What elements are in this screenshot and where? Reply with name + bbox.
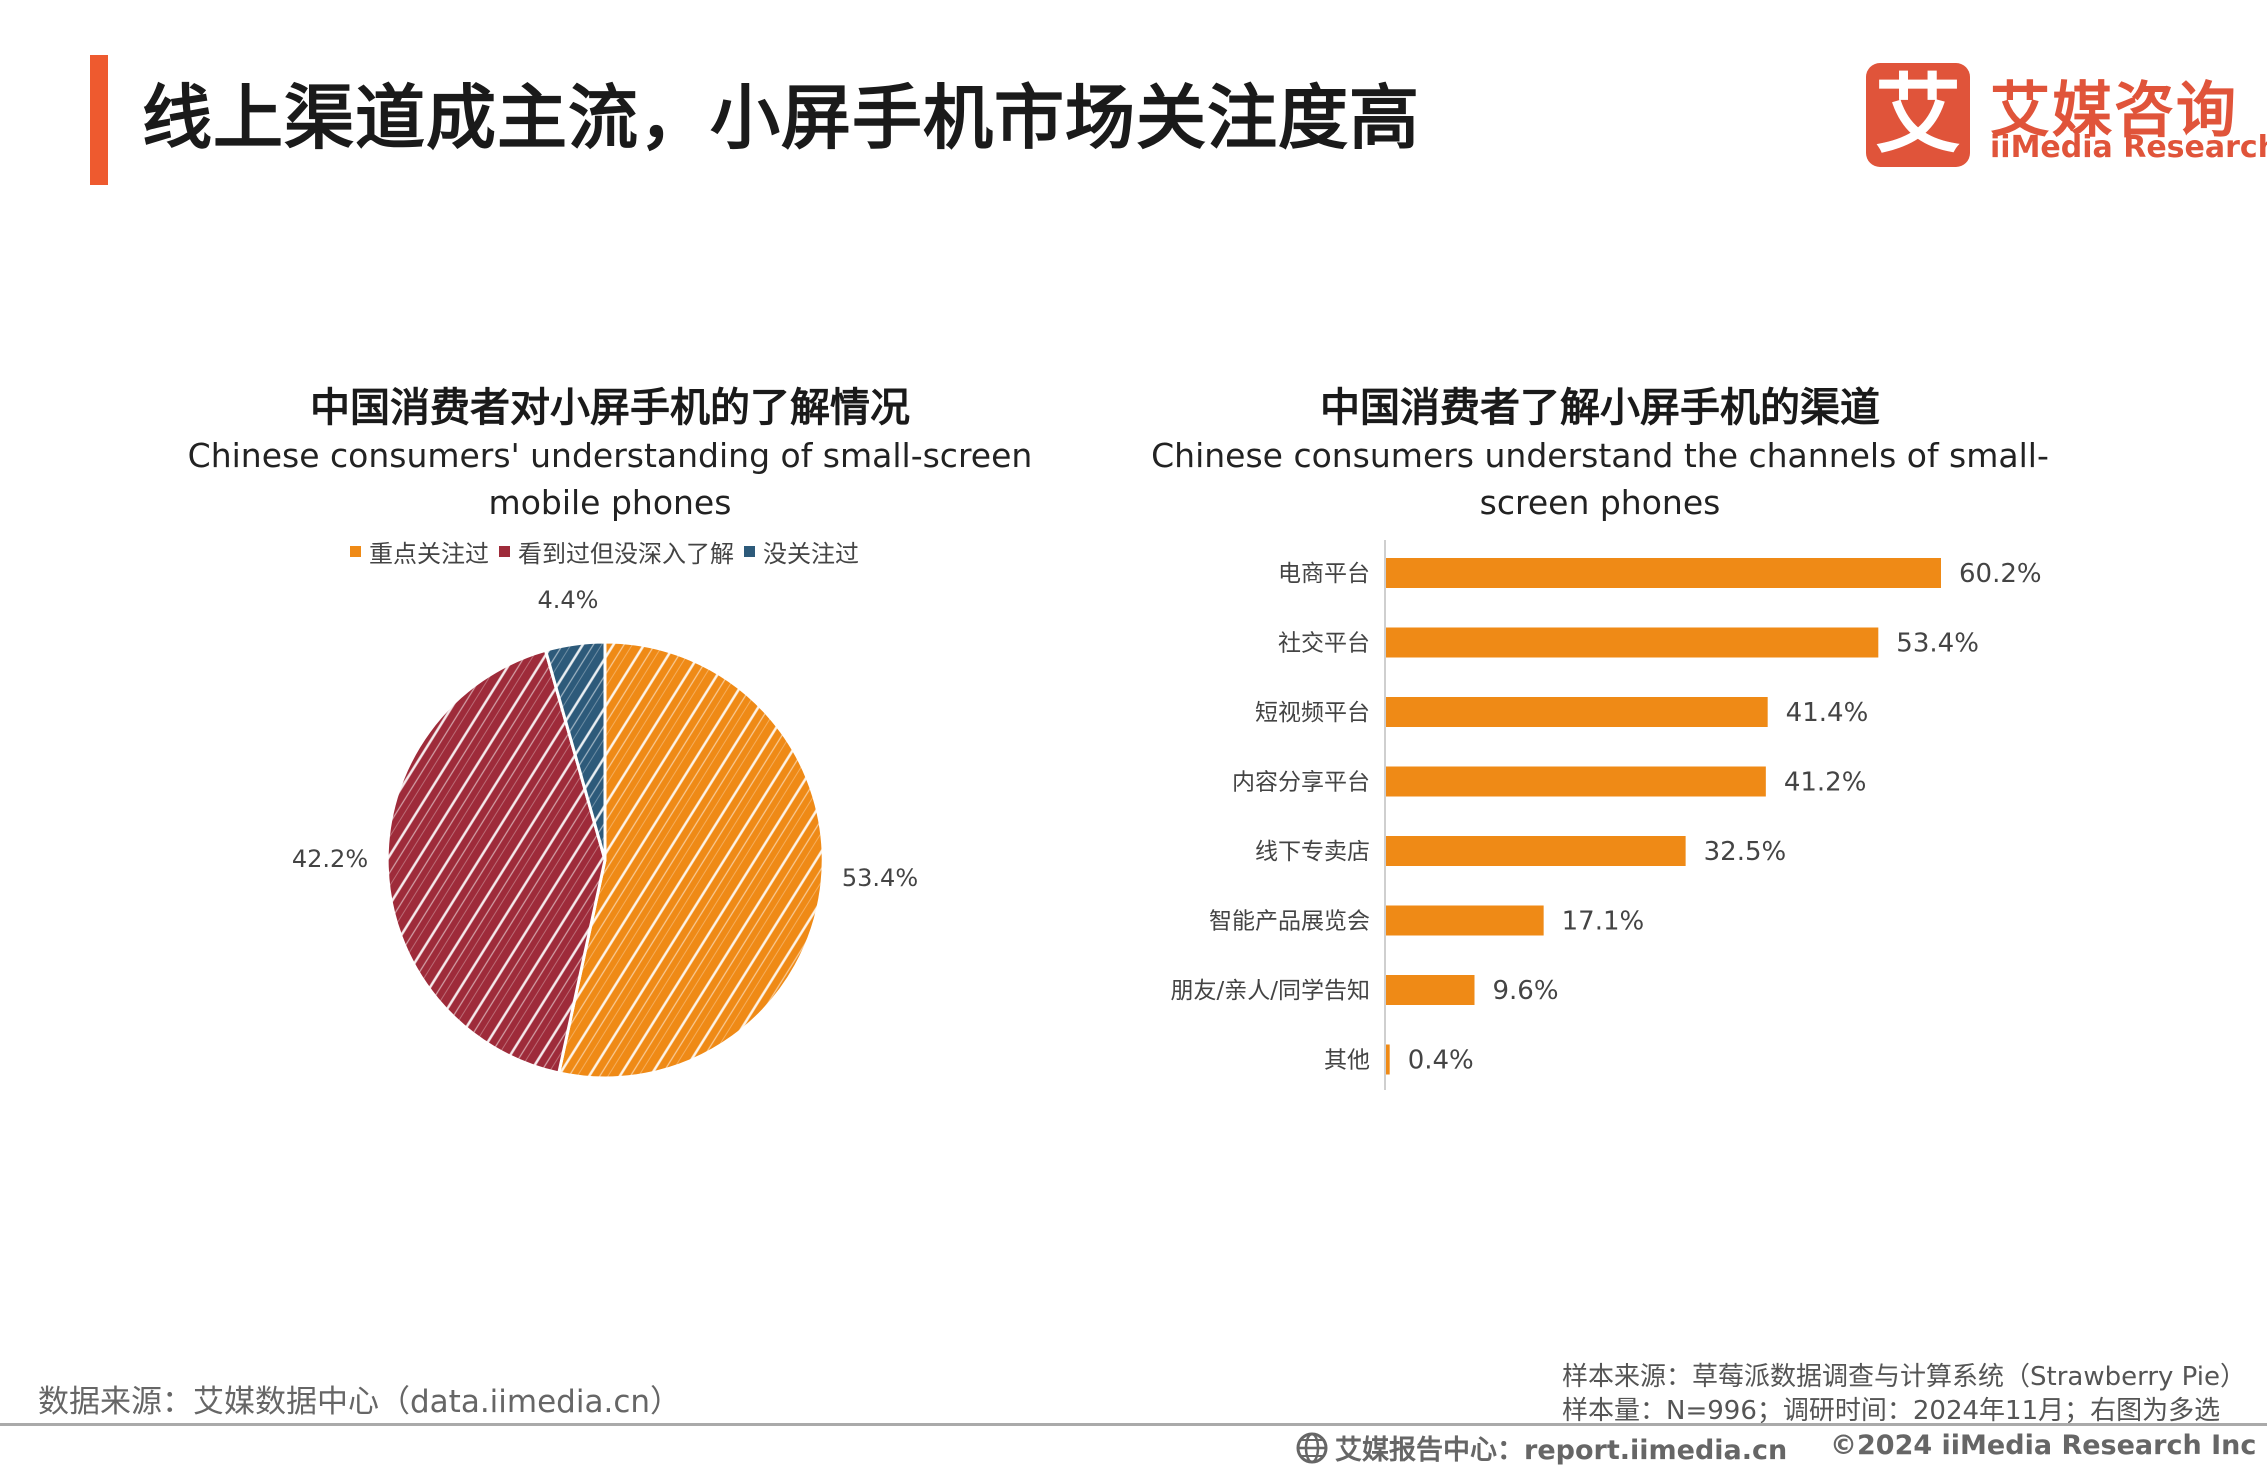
- bar-category-label: 其他: [1324, 1048, 1370, 1074]
- bar-value-label: 17.1%: [1562, 907, 1645, 937]
- report-center: 艾媒报告中心：report.iimedia.cn: [1295, 1428, 1787, 1467]
- bar-value-label: 60.2%: [1959, 559, 2042, 589]
- legend-swatch-red: [499, 546, 510, 557]
- bar-chart: 电商平台 60.2% 社交平台 53.4% 短视频平台 41.4% 内容分享平台 41.2% 线…: [1171, 540, 2042, 1090]
- title-accent-bar: [90, 55, 108, 185]
- pie-legend: 重点关注过 看到过但没深入了解 没关注过: [340, 534, 859, 569]
- sample-size-note: 样本量：N=996；调研时间：2024年11月；右图为多选: [1562, 1396, 2221, 1426]
- pie-label-2: 42.2%: [292, 845, 368, 873]
- sample-source-note: 样本来源：草莓派数据调查与计算系统（Strawberry Pie）: [1562, 1362, 2246, 1392]
- bar-category-label: 内容分享平台: [1232, 770, 1370, 796]
- bar-8: [1386, 1044, 1390, 1075]
- report-center-link[interactable]: 艾媒报告中心：report.iimedia.cn: [1335, 1435, 1788, 1466]
- globe-icon: [1296, 1432, 1328, 1463]
- bar-4: [1386, 766, 1766, 797]
- logo-chinese-text: 艾媒咨询: [1990, 76, 2238, 146]
- legend-item-seen: 看到过但没深入了解: [518, 540, 734, 568]
- bar-2: [1386, 627, 1879, 658]
- legend-swatch-blue: [744, 546, 755, 557]
- bar-category-label: 智能产品展览会: [1209, 909, 1370, 935]
- footer-divider: [0, 1423, 2267, 1426]
- bar-value-label: 41.4%: [1786, 698, 1869, 728]
- logo-english-text: iiMedia Research: [1990, 130, 2267, 165]
- bar-category-label: 线下专卖店: [1255, 839, 1370, 865]
- bar-category-label: 短视频平台: [1255, 700, 1370, 726]
- bar-category-label: 社交平台: [1278, 631, 1370, 657]
- bar-value-label: 9.6%: [1493, 976, 1559, 1006]
- data-source-note: 数据来源：艾媒数据中心（data.iimedia.cn）: [38, 1384, 682, 1420]
- legend-swatch-orange: [350, 546, 361, 557]
- iimedia-logo-icon: 艾: [1866, 63, 1970, 167]
- bar-value-label: 41.2%: [1784, 768, 1867, 798]
- bar-3: [1386, 697, 1768, 727]
- bar-category-label: 朋友/亲人/同学告知: [1171, 978, 1371, 1004]
- page-title: 线上渠道成主流，小屏手机市场关注度高: [142, 77, 1420, 159]
- bar-chart-subtitle: Chinese consumers understand the channel…: [1151, 436, 2049, 522]
- pie-label-1: 53.4%: [842, 864, 918, 892]
- bar-value-label: 0.4%: [1408, 1046, 1474, 1076]
- bar-value-label: 53.4%: [1896, 629, 1979, 659]
- pie-chart-subtitle: Chinese consumers' understanding of smal…: [187, 436, 1033, 522]
- bar-6: [1386, 905, 1544, 936]
- bar-7: [1386, 975, 1475, 1005]
- legend-item-focus: 重点关注过: [369, 540, 489, 568]
- bar-1: [1386, 558, 1941, 588]
- pie-chart-title: 中国消费者对小屏手机的了解情况: [310, 385, 910, 431]
- copyright-text: ©2024 iiMedia Research Inc: [1830, 1430, 2257, 1461]
- bar-value-label: 32.5%: [1704, 837, 1787, 867]
- pie-label-3: 4.4%: [538, 586, 599, 614]
- bar-chart-title: 中国消费者了解小屏手机的渠道: [1320, 385, 1880, 431]
- bar-5: [1386, 836, 1686, 866]
- pie-chart: 53.4% 42.2% 4.4%: [292, 586, 918, 1080]
- legend-item-none: 没关注过: [763, 540, 859, 568]
- bar-category-label: 电商平台: [1278, 561, 1370, 587]
